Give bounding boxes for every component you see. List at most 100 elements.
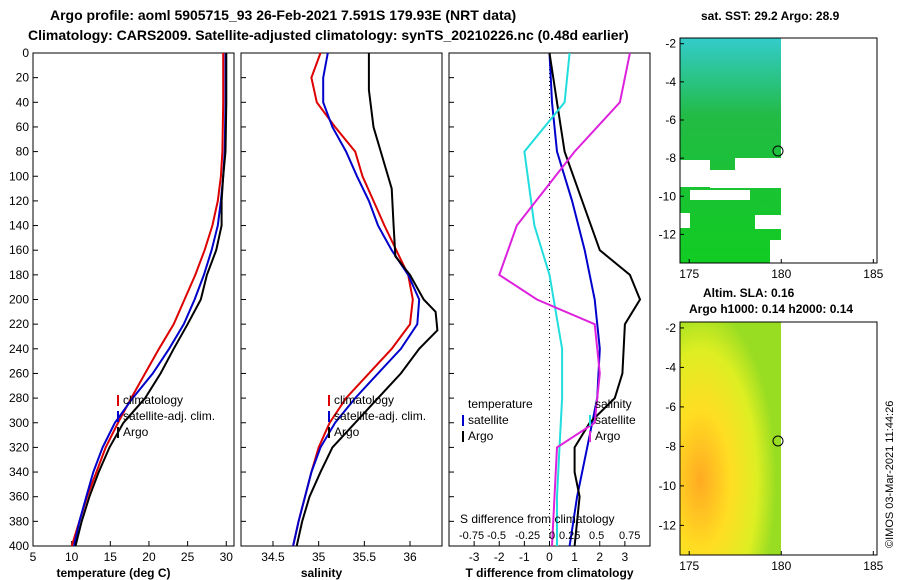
x-tick-label: 36: [403, 550, 417, 564]
y-tick-label: 80: [16, 145, 30, 159]
series-line-argo: [74, 53, 228, 547]
top-axis-tick-label: 0.75: [619, 530, 640, 542]
y-tick-label: 220: [9, 317, 29, 331]
salinity-panel: 34.5 35 35.5 36 salinity climatology satellite…: [240, 52, 443, 580]
x-tick-label: 0: [546, 550, 553, 564]
top-axis-tick-label: 0.5: [589, 530, 604, 542]
x-tick-label: 3: [622, 550, 629, 564]
map-y-tick-label: -12: [659, 518, 677, 532]
legend-label: satellite: [595, 413, 636, 427]
y-tick-label: 240: [9, 342, 29, 356]
sst-gap: [680, 160, 710, 187]
sla-map-frame: [679, 321, 878, 556]
map-y-tick-label: -10: [659, 479, 677, 493]
sla-map-panel: Altim. SLA: 0.16 Argo h1000: 0.14 h2000:…: [659, 286, 884, 573]
map-y-tick-label: -6: [665, 400, 676, 414]
series-line-climatology: [70, 53, 225, 547]
sst-gap: [735, 158, 781, 188]
sla-map-title: Altim. SLA: 0.16: [703, 286, 795, 300]
map-y-tick-label: -2: [665, 321, 676, 335]
top-axis-tick-label: 0: [549, 530, 555, 542]
sst-map-frame: [679, 37, 878, 264]
x-tick-label: -1: [519, 550, 530, 564]
y-tick-label: 320: [9, 440, 29, 454]
x-tick-label: 35: [312, 550, 326, 564]
sst-map-title: sat. SST: 29.2 Argo: 28.9: [701, 9, 840, 23]
legend-label: Argo: [595, 429, 621, 443]
y-tick-label: 200: [9, 293, 29, 307]
series-line-satellite-adj-clim-: [292, 52, 421, 547]
x-tick-label: 5: [30, 550, 37, 564]
legend-label: satellite: [468, 413, 509, 427]
difference-panel: -3 -2 -1 0 1 2 3 T difference from climatology t…: [448, 52, 651, 580]
y-tick-label: 40: [16, 95, 30, 109]
series-line-salinity-argo: [498, 52, 631, 547]
sst-gap: [770, 240, 781, 263]
x-tick-label: 1: [571, 550, 578, 564]
map-y-tick-label: -10: [659, 189, 677, 203]
legend-label: climatology: [123, 393, 183, 407]
map-y-tick-label: -4: [665, 75, 676, 89]
top-axis-tick-label: -0.5: [487, 530, 506, 542]
y-tick-label: 180: [9, 268, 29, 282]
top-axis-tick-label: -0.25: [515, 530, 540, 542]
sst-gap: [680, 213, 690, 228]
series-line-temperature-argo: [548, 52, 642, 547]
panel-frame: [448, 52, 651, 547]
legend-label: satellite-adj. clim.: [123, 409, 215, 423]
map-x-tick-label: 180: [771, 267, 791, 281]
sst-gap: [755, 215, 781, 229]
top-axis-label: S difference from climatology: [460, 512, 615, 526]
legend-label: climatology: [334, 393, 394, 407]
top-axis-tick-label: 0.25: [559, 530, 580, 542]
x-tick-label: 20: [142, 550, 156, 564]
sla-argo-marker: [772, 435, 784, 447]
sst-gap: [690, 190, 750, 200]
y-tick-label: 120: [9, 194, 29, 208]
legend-label: Argo: [123, 425, 149, 439]
map-x-tick-label: 185: [863, 559, 883, 573]
x-axis-label: temperature (deg C): [56, 566, 170, 580]
x-axis-label: salinity: [301, 566, 343, 580]
y-tick-label: 20: [16, 71, 30, 85]
y-tick-label: 0: [22, 46, 29, 60]
legend-label: temperature: [468, 397, 533, 411]
x-tick-label: 30: [220, 550, 234, 564]
y-tick-label: 300: [9, 416, 29, 430]
imos-credit: ©IMOS 03-Mar-2021 11:44:26: [884, 401, 896, 548]
y-tick-label: 400: [9, 539, 29, 553]
y-tick-label: 60: [16, 120, 30, 134]
y-tick-label: 340: [9, 465, 29, 479]
map-x-tick-label: 175: [679, 267, 699, 281]
x-axis-label: T difference from climatology: [465, 566, 633, 580]
map-y-tick-label: -12: [659, 227, 677, 241]
map-y-tick-label: -8: [665, 151, 676, 165]
x-tick-label: 34.5: [261, 550, 285, 564]
sst-gap: [710, 170, 735, 188]
map-x-tick-label: 175: [679, 559, 699, 573]
x-tick-label: 2: [596, 550, 603, 564]
y-tick-label: 380: [9, 514, 29, 528]
y-tick-label: 280: [9, 391, 29, 405]
title-line-2: Climatology: CARS2009. Satellite-adjuste…: [28, 27, 629, 43]
x-tick-label: -2: [494, 550, 505, 564]
legend-label: Argo: [468, 429, 494, 443]
legend-label: salinity: [595, 397, 632, 411]
sst-map-panel: sat. SST: 29.2 Argo: 28.9 175 180 185-2-4-: [659, 9, 884, 281]
map-y-tick-label: -6: [665, 113, 676, 127]
sla-map-subtitle: Argo h1000: 0.14 h2000: 0.14: [689, 302, 853, 316]
temperature-panel: 5 10 15 20 25 30 temperature (deg C) 0 20 40 60 80 1…: [9, 46, 235, 580]
x-tick-label: -3: [469, 550, 480, 564]
map-y-tick-label: -4: [665, 360, 676, 374]
legend-label: Argo: [334, 425, 360, 439]
series-line-temperature-satellite: [548, 52, 601, 547]
legend-label: satellite-adj. clim.: [334, 409, 426, 423]
map-y-tick-label: -2: [665, 37, 676, 51]
sla-field: [680, 322, 781, 555]
series-line-salinity-satellite: [523, 52, 571, 546]
sst-field: [680, 38, 781, 263]
y-tick-label: 360: [9, 490, 29, 504]
y-tick-label: 260: [9, 366, 29, 380]
x-tick-label: 10: [65, 550, 79, 564]
